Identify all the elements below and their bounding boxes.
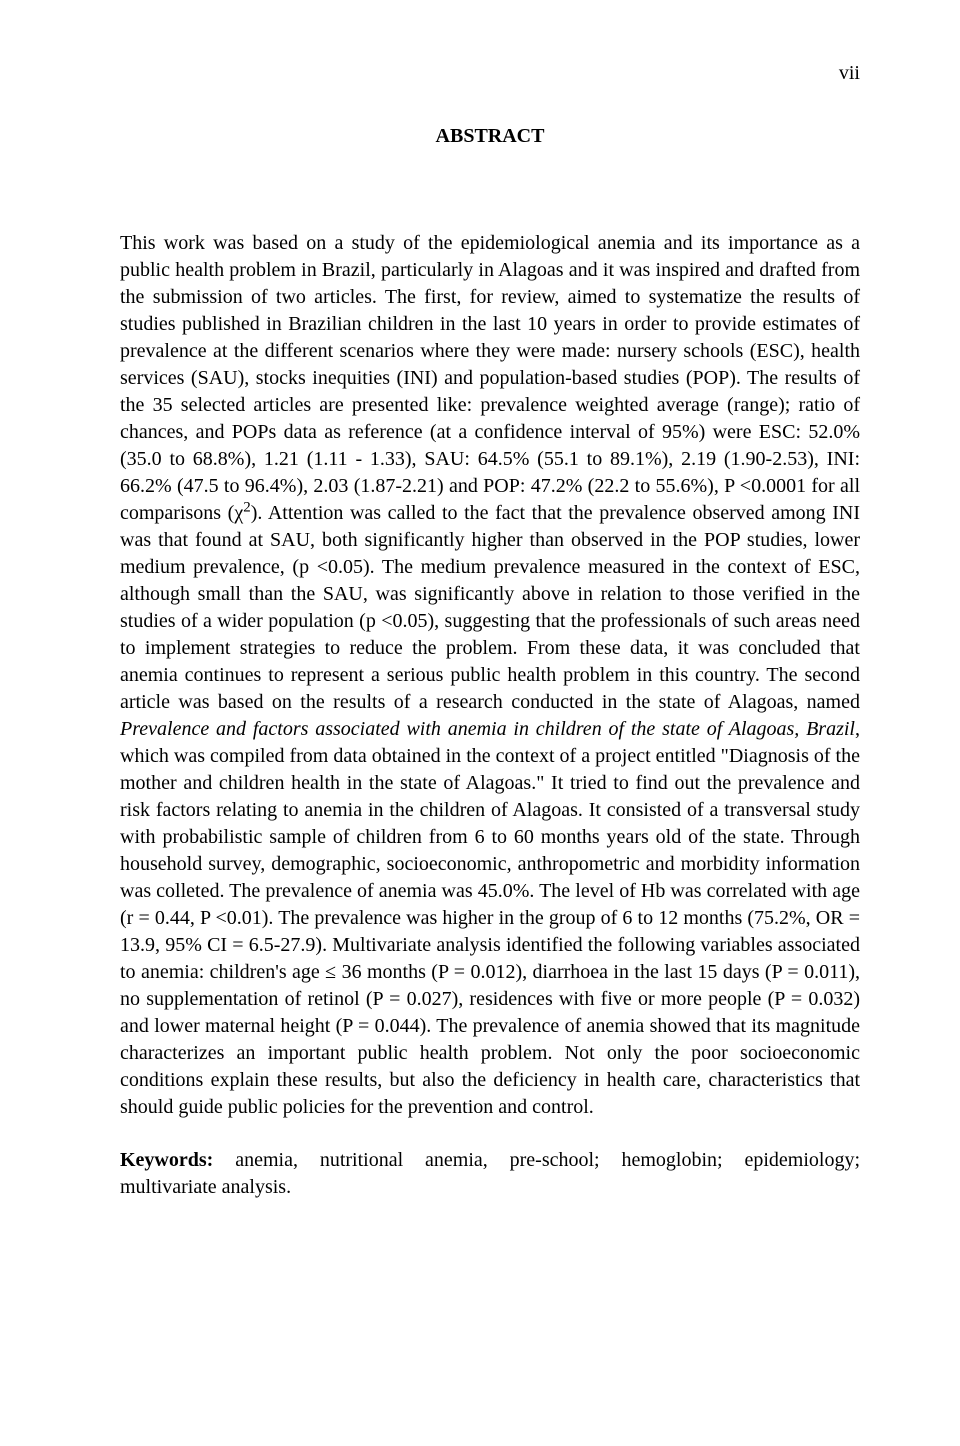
keywords-text: anemia, nutritional anemia, pre-school; … [120,1149,860,1198]
keywords-paragraph: Keywords: anemia, nutritional anemia, pr… [120,1147,860,1201]
abstract-paragraph: This work was based on a study of the ep… [120,230,860,1121]
abstract-article-title-italic: Prevalence and factors associated with a… [120,718,855,740]
abstract-title: ABSTRACT [120,123,860,150]
chi-square-superscript: 2 [243,499,251,515]
abstract-text-c: , which was compiled from data obtained … [120,718,860,1118]
abstract-text-a: This work was based on a study of the ep… [120,232,860,524]
abstract-text-b: ). Attention was called to the fact that… [120,502,860,713]
keywords-label: Keywords: [120,1149,213,1171]
page-number: vii [120,60,860,87]
